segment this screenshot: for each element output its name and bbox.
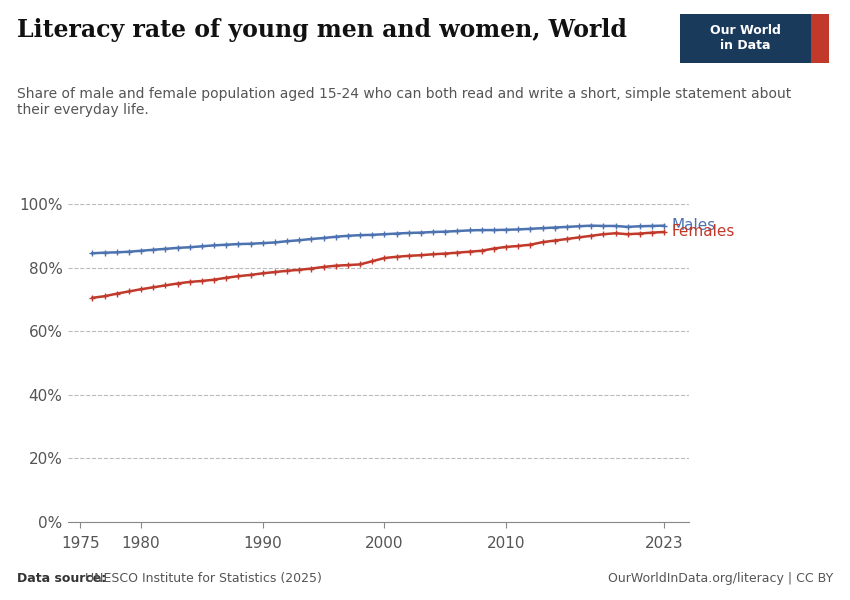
Text: Our World
in Data: Our World in Data: [710, 25, 781, 52]
Text: Females: Females: [672, 224, 735, 239]
Text: UNESCO Institute for Statistics (2025): UNESCO Institute for Statistics (2025): [81, 572, 321, 585]
Text: Share of male and female population aged 15-24 who can both read and write a sho: Share of male and female population aged…: [17, 87, 791, 117]
Text: OurWorldInData.org/literacy | CC BY: OurWorldInData.org/literacy | CC BY: [608, 572, 833, 585]
Text: Males: Males: [672, 218, 716, 233]
Text: Data source:: Data source:: [17, 572, 106, 585]
Text: Literacy rate of young men and women, World: Literacy rate of young men and women, Wo…: [17, 18, 626, 42]
